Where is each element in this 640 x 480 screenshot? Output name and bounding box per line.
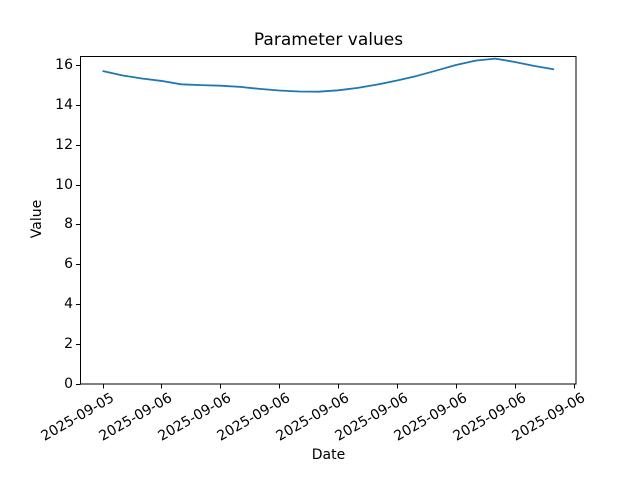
y-tick-label: 12 (55, 137, 73, 153)
chart-title: Parameter values (253, 30, 404, 50)
y-tick-label: 2 (64, 336, 73, 352)
y-tick-label: 10 (55, 177, 73, 193)
y-tick-label: 16 (55, 57, 73, 73)
data-line (102, 57, 555, 93)
y-tick-label: 0 (64, 376, 73, 392)
y-tick-label: 4 (64, 296, 73, 312)
y-tick-label: 6 (64, 256, 73, 272)
x-axis-label: Date (311, 447, 346, 463)
y-tick-label: 8 (64, 216, 73, 232)
y-tick-label: 14 (55, 97, 73, 113)
plot-border (80, 56, 577, 385)
